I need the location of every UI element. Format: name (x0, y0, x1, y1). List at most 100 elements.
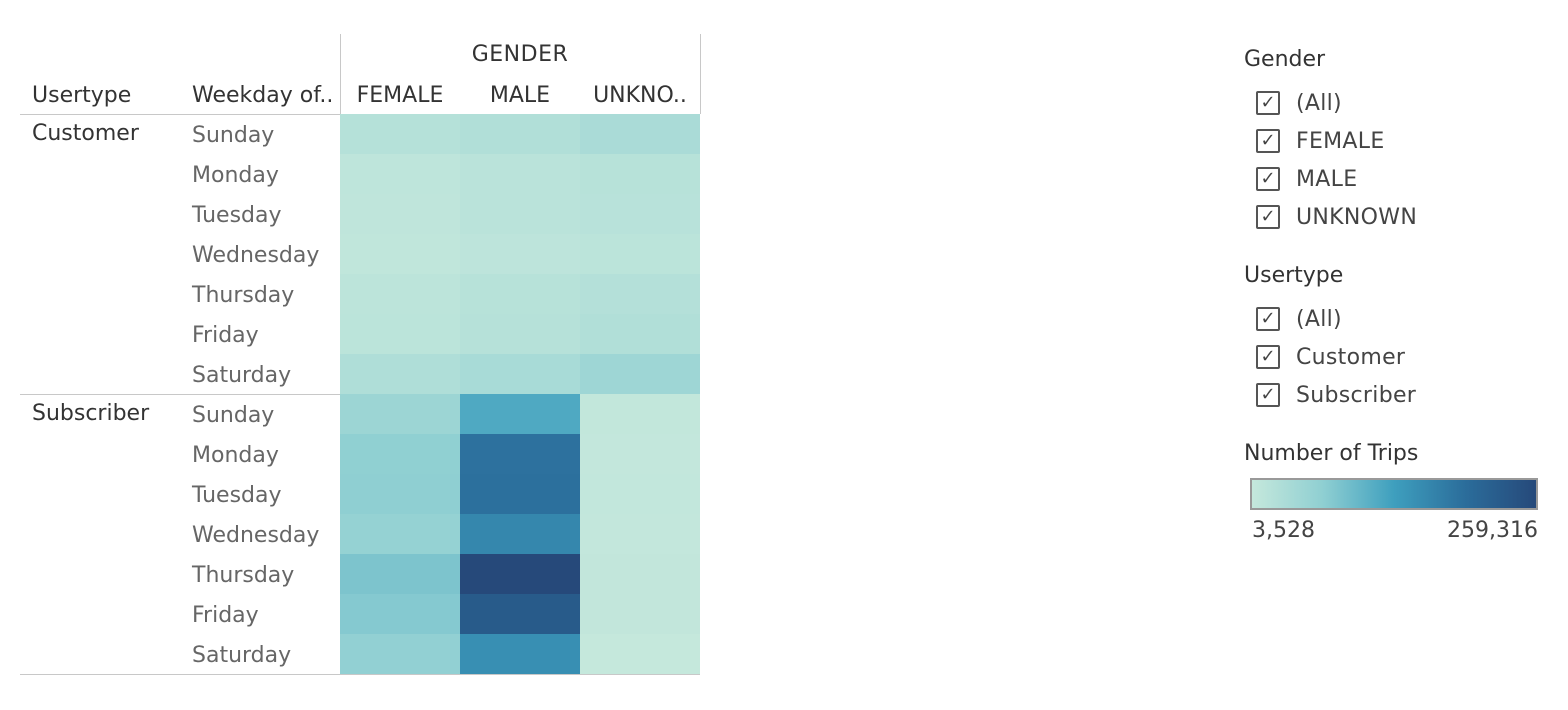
heatmap-cell[interactable] (340, 234, 460, 274)
heatmap-cell[interactable] (580, 554, 700, 594)
heatmap-cell[interactable] (580, 154, 700, 194)
gender-column-group-header: GENDER (471, 42, 569, 67)
header-divider-left (340, 34, 341, 114)
heatmap-cell[interactable] (580, 514, 700, 554)
legend-min-value: 3,528 (1252, 518, 1315, 543)
heatmap-cell[interactable] (340, 314, 460, 354)
weekday-label[interactable]: Saturday (192, 643, 292, 668)
heatmap-cell[interactable] (460, 114, 580, 154)
heatmap-cell[interactable] (340, 514, 460, 554)
heatmap-cell[interactable] (340, 394, 460, 434)
gender-filter-title: Gender (1244, 47, 1326, 72)
weekday-label[interactable]: Thursday (192, 283, 295, 308)
weekday-label[interactable]: Sunday (192, 403, 275, 428)
check-icon: ✓ (1260, 384, 1276, 405)
row-group-subscriber[interactable]: Subscriber (32, 401, 150, 426)
heatmap-cell[interactable] (460, 154, 580, 194)
gender-column-female[interactable]: FEMALE (356, 83, 444, 108)
color-legend-gradient (1250, 478, 1538, 510)
heatmap-cell[interactable] (340, 194, 460, 234)
heatmap-cell[interactable] (340, 474, 460, 514)
heatmap-cell[interactable] (340, 154, 460, 194)
filter-label: Customer (1296, 344, 1406, 370)
heatmap-cell[interactable] (580, 114, 700, 154)
filter-label: (All) (1296, 90, 1342, 116)
weekday-label[interactable]: Friday (192, 603, 259, 628)
usertype-filter-customer[interactable]: ✓ Customer (1256, 343, 1405, 371)
weekday-column-header: Weekday of.. (192, 83, 334, 108)
heatmap-cell[interactable] (340, 434, 460, 474)
heatmap-cell[interactable] (580, 194, 700, 234)
checkbox[interactable]: ✓ (1256, 205, 1280, 229)
heatmap-cell[interactable] (460, 394, 580, 434)
usertype-filter-subscriber[interactable]: ✓ Subscriber (1256, 381, 1416, 409)
filter-label: FEMALE (1296, 128, 1385, 154)
checkbox[interactable]: ✓ (1256, 383, 1280, 407)
usertype-column-header: Usertype (32, 83, 132, 108)
heatmap-cell[interactable] (340, 114, 460, 154)
gender-column-male[interactable]: MALE (489, 83, 551, 108)
heatmap-cell[interactable] (460, 354, 580, 394)
heatmap-cell[interactable] (580, 394, 700, 434)
filter-label: MALE (1296, 166, 1358, 192)
usertype-filter-title: Usertype (1244, 263, 1344, 288)
heatmap-cell[interactable] (580, 354, 700, 394)
heatmap-cell[interactable] (580, 274, 700, 314)
checkbox[interactable]: ✓ (1256, 91, 1280, 115)
gender-filter-all[interactable]: ✓ (All) (1256, 89, 1342, 117)
heatmap-cell[interactable] (460, 474, 580, 514)
weekday-label[interactable]: Saturday (192, 363, 292, 388)
check-icon: ✓ (1260, 308, 1276, 329)
gender-filter-male[interactable]: ✓ MALE (1256, 165, 1357, 193)
gender-filter-female[interactable]: ✓ FEMALE (1256, 127, 1385, 155)
heatmap-chart[interactable] (340, 114, 700, 674)
heatmap-cell[interactable] (460, 274, 580, 314)
heatmap-cell[interactable] (340, 554, 460, 594)
heatmap-cell[interactable] (460, 514, 580, 554)
weekday-label[interactable]: Wednesday (192, 523, 320, 548)
heatmap-cell[interactable] (580, 474, 700, 514)
checkbox[interactable]: ✓ (1256, 129, 1280, 153)
row-group-customer[interactable]: Customer (32, 121, 139, 146)
heatmap-cell[interactable] (580, 234, 700, 274)
heatmap-cell[interactable] (580, 634, 700, 674)
checkbox[interactable]: ✓ (1256, 307, 1280, 331)
heatmap-cell[interactable] (580, 314, 700, 354)
heatmap-cell[interactable] (580, 434, 700, 474)
heatmap-cell[interactable] (460, 234, 580, 274)
heatmap-cell[interactable] (460, 194, 580, 234)
heatmap-cell[interactable] (340, 274, 460, 314)
check-icon: ✓ (1260, 346, 1276, 367)
legend-max-value: 259,316 (1447, 518, 1538, 543)
weekday-label[interactable]: Thursday (192, 563, 295, 588)
check-icon: ✓ (1260, 206, 1276, 227)
weekday-label[interactable]: Wednesday (192, 243, 320, 268)
checkbox[interactable]: ✓ (1256, 345, 1280, 369)
weekday-label[interactable]: Monday (192, 163, 279, 188)
check-icon: ✓ (1260, 130, 1276, 151)
heatmap-cell[interactable] (460, 314, 580, 354)
gender-column-unknown[interactable]: UNKNO.. (593, 83, 687, 108)
gender-filter-unknown[interactable]: ✓ UNKNOWN (1256, 203, 1417, 231)
checkbox[interactable]: ✓ (1256, 167, 1280, 191)
heatmap-cell[interactable] (340, 594, 460, 634)
usertype-filter-all[interactable]: ✓ (All) (1256, 305, 1342, 333)
table-bottom-rule (20, 674, 700, 675)
filter-label: Subscriber (1296, 382, 1417, 408)
heatmap-cell[interactable] (340, 634, 460, 674)
heatmap-cell[interactable] (580, 594, 700, 634)
heatmap-cell[interactable] (460, 594, 580, 634)
header-divider-right (700, 34, 701, 114)
weekday-label[interactable]: Monday (192, 443, 279, 468)
heatmap-cell[interactable] (340, 354, 460, 394)
check-icon: ✓ (1260, 168, 1276, 189)
weekday-label[interactable]: Tuesday (192, 483, 282, 508)
weekday-label[interactable]: Tuesday (192, 203, 282, 228)
check-icon: ✓ (1260, 92, 1276, 113)
weekday-label[interactable]: Friday (192, 323, 259, 348)
heatmap-cell[interactable] (460, 434, 580, 474)
heatmap-cell[interactable] (460, 634, 580, 674)
heatmap-cell[interactable] (460, 554, 580, 594)
weekday-label[interactable]: Sunday (192, 123, 275, 148)
filter-label: (All) (1296, 306, 1342, 332)
